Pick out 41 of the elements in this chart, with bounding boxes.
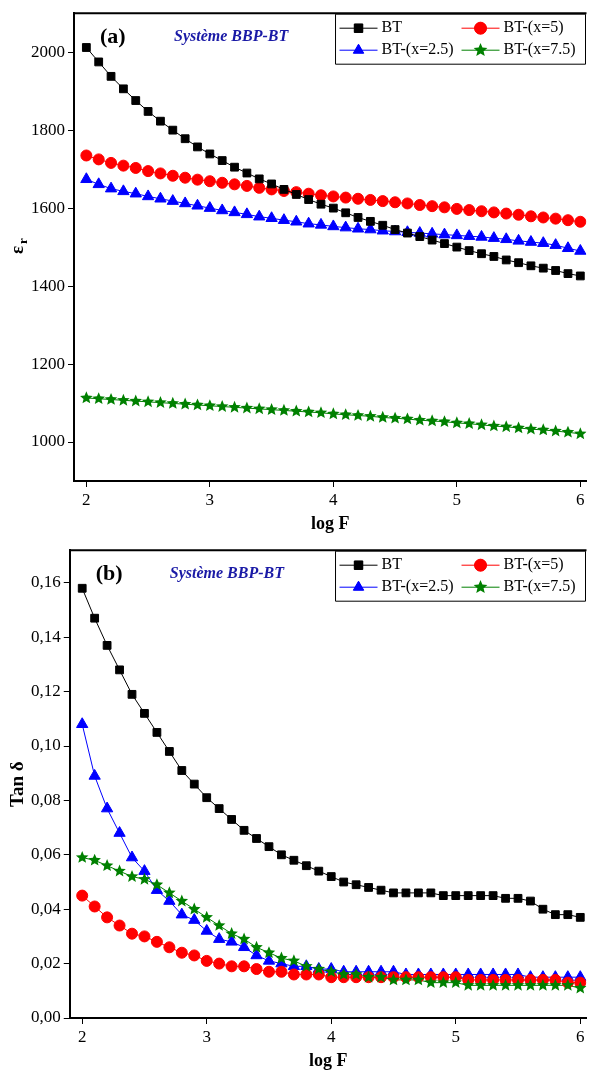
y-tick-label: 0,14 — [31, 626, 62, 646]
legend-label: BT — [381, 18, 403, 36]
x-tick-label: 3 — [205, 489, 215, 509]
annotation: (a) — [100, 22, 126, 48]
y-tick-label: 2000 — [31, 41, 65, 61]
x-tick-label: 3 — [202, 1026, 211, 1046]
y-tick-label: 0,06 — [31, 844, 61, 864]
x-tick-label: 2 — [77, 1026, 87, 1046]
x-tick-label: 4 — [329, 489, 339, 509]
x-axis-title: log F — [308, 1049, 348, 1070]
y-tick-label: 1200 — [31, 353, 65, 373]
x-tick-label: 5 — [452, 489, 462, 509]
y-axis-title: εr — [5, 237, 31, 255]
legend-label: BT-(x=5) — [503, 555, 564, 574]
y-tick-label: 0,04 — [31, 898, 62, 918]
y-tick-label: 1400 — [31, 275, 65, 295]
annotation: Système BBP-BT — [174, 27, 290, 46]
y-tick-label: 1800 — [31, 119, 65, 139]
x-tick-label: 4 — [326, 1026, 336, 1046]
legend-label: BT-(x=7.5) — [503, 40, 576, 59]
y-axis-title: Tan δ — [5, 761, 27, 807]
y-tick-label: 0,02 — [31, 953, 61, 973]
x-tick-label: 2 — [82, 489, 91, 509]
annotation: (b) — [95, 559, 123, 585]
x-tick-label: 6 — [576, 489, 585, 509]
legend-label: BT-(x=7.5) — [503, 577, 576, 596]
x-tick-label: 6 — [576, 1026, 585, 1046]
legend-label: BT-(x=2.5) — [381, 40, 454, 59]
legend-label: BT — [381, 555, 403, 573]
y-tick-label: 0,10 — [31, 735, 61, 755]
y-tick-label: 0,08 — [31, 789, 61, 809]
y-tick-label: 1600 — [31, 197, 65, 217]
y-tick-label: 0,16 — [31, 572, 61, 592]
annotation: Système BBP-BT — [169, 564, 286, 583]
x-tick-label: 5 — [451, 1026, 461, 1046]
y-tick-label: 1000 — [31, 431, 65, 451]
y-tick-label: 0,12 — [31, 681, 61, 701]
legend-label: BT-(x=5) — [503, 18, 564, 37]
x-axis-title: log F — [311, 512, 350, 533]
legend-label: BT-(x=2.5) — [381, 577, 454, 596]
y-tick-label: 0,00 — [31, 1007, 61, 1027]
